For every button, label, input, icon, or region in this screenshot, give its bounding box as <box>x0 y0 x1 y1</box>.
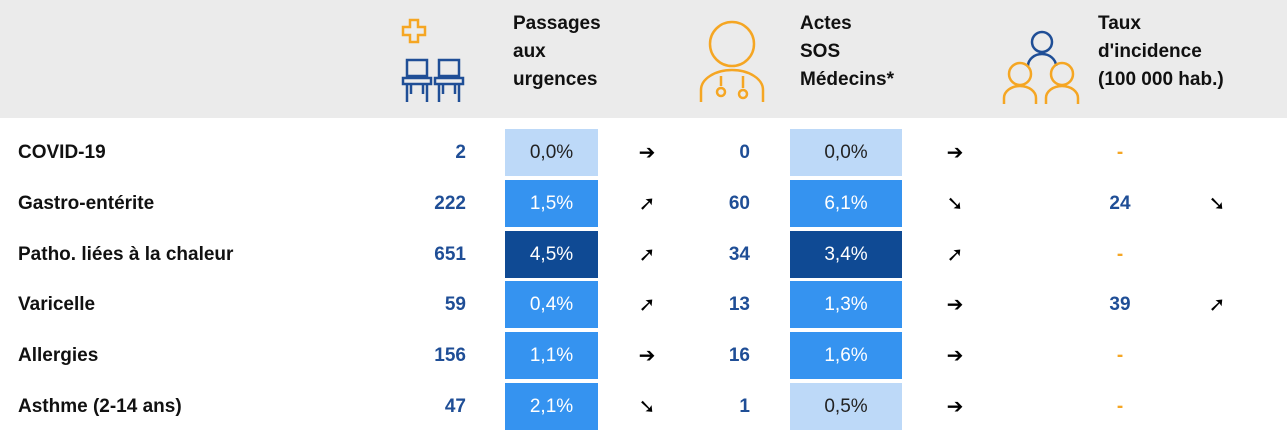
trend-arrow: ➔ <box>638 140 656 164</box>
percent-cell: 0,0% <box>505 129 598 176</box>
incidence: - <box>1116 396 1124 417</box>
count: 156 <box>434 345 466 367</box>
trend-arrow: ➚ <box>638 292 656 317</box>
percent-cell: 0,4% <box>505 281 598 329</box>
percent-cell: 1,6% <box>790 332 902 380</box>
trend-arrow: ➔ <box>638 343 656 368</box>
row-label: Varicelle <box>18 294 96 316</box>
incidence: 24 <box>1109 192 1131 214</box>
percent-cell: 6,1% <box>790 179 902 227</box>
percent-cell: 4,5% <box>505 230 598 278</box>
trend-arrow: ➔ <box>946 394 964 418</box>
count: 34 <box>728 243 750 265</box>
trend-arrow: ➔ <box>946 140 964 164</box>
incidence-icon <box>1002 30 1080 104</box>
row-label: Allergies <box>18 345 99 367</box>
count: 13 <box>728 294 750 316</box>
trend-arrow: ➘ <box>638 394 656 418</box>
count: 651 <box>434 243 466 265</box>
column-header: Passages <box>513 13 601 34</box>
count: 59 <box>444 294 466 316</box>
row-label: Patho. liées à la chaleur <box>18 243 234 265</box>
column-header: Médecins* <box>800 69 894 90</box>
trend-arrow: ➚ <box>638 241 656 266</box>
row-label: Asthme (2-14 ans) <box>18 396 182 417</box>
column-header: SOS <box>800 41 841 62</box>
count: 16 <box>728 345 750 367</box>
percent-cell: 1,1% <box>505 332 598 380</box>
count: 1 <box>739 396 750 417</box>
incidence: - <box>1116 345 1124 367</box>
percent-cell: 2,1% <box>505 383 598 430</box>
sos-icon <box>699 20 765 102</box>
urgences-icon <box>401 18 465 102</box>
column-header: (100 000 hab.) <box>1098 69 1224 90</box>
percent-cell: 0,0% <box>790 129 902 176</box>
trend-arrow: ➘ <box>1208 190 1226 215</box>
count: 0 <box>739 142 750 163</box>
trend-arrow: ➘ <box>946 190 964 215</box>
count: 47 <box>444 396 466 417</box>
percent-cell: 0,5% <box>790 383 902 430</box>
column-header: d'incidence <box>1098 41 1202 62</box>
count: 2 <box>455 142 466 163</box>
column-header: Actes <box>800 13 852 34</box>
percent-cell: 3,4% <box>790 230 902 278</box>
trend-arrow: ➔ <box>946 292 964 317</box>
trend-arrow: ➚ <box>946 241 964 266</box>
percent-cell: 1,3% <box>790 281 902 329</box>
count: 222 <box>434 192 466 214</box>
trend-arrow: ➚ <box>638 190 656 215</box>
header-band <box>0 0 1287 118</box>
incidence: - <box>1116 142 1124 163</box>
column-header: urgences <box>513 69 598 90</box>
trend-arrow: ➚ <box>1208 292 1226 317</box>
trend-arrow: ➔ <box>946 343 964 368</box>
incidence: 39 <box>1109 294 1131 316</box>
row-label: Gastro-entérite <box>18 192 155 214</box>
count: 60 <box>728 192 750 214</box>
incidence: - <box>1116 243 1124 265</box>
row-label: COVID-19 <box>18 142 106 163</box>
percent-cell: 1,5% <box>505 179 598 227</box>
column-header: Taux <box>1098 13 1141 34</box>
column-header: aux <box>513 41 546 62</box>
